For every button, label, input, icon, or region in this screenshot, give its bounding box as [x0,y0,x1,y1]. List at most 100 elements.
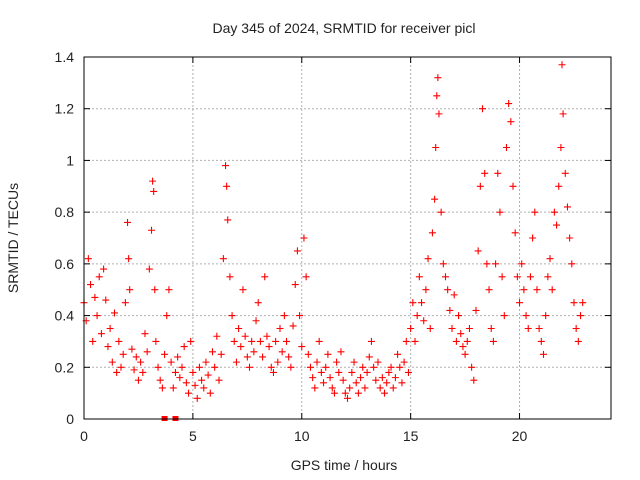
data-point [372,376,380,384]
data-point [346,384,354,392]
y-axis-label: SRMTID / TECUs [5,183,21,293]
data-point [546,255,554,263]
data-point [396,363,404,371]
data-point [143,348,151,356]
data-point [574,337,582,345]
data-point [93,312,101,320]
data-point [223,182,231,190]
data-point [439,260,447,268]
data-point [502,144,510,151]
data-point [211,363,219,371]
data-point [496,208,504,216]
data-point [117,363,125,371]
data-point [463,337,471,345]
data-point [558,61,566,69]
data-point [165,286,173,294]
data-point [311,384,319,392]
data-point [568,260,576,268]
data-point [441,273,449,281]
data-point [357,374,365,382]
data-point [492,260,500,268]
data-point [202,358,210,366]
data-point [470,376,478,384]
data-point [531,208,539,216]
data-point [448,325,456,332]
data-point [434,74,442,82]
data-point [411,337,419,345]
data-point [213,332,221,340]
data-point [500,312,508,320]
data-point [195,363,203,371]
data-point [110,309,118,317]
data-point [187,337,195,345]
data-point [341,389,349,397]
data-point [476,182,484,190]
data-point [139,368,147,376]
data-point [335,368,343,376]
data-point [437,208,445,216]
data-point [289,322,297,330]
data-point [407,325,415,332]
data-point [208,348,216,356]
y-tick-label: 1.4 [55,49,75,65]
chart-title: Day 345 of 2024, SRMTID for receiver pic… [213,20,476,36]
data-point [494,169,502,177]
data-point [563,203,571,211]
data-point [572,325,580,332]
data-point [224,216,232,224]
x-tick-label: 0 [80,428,88,444]
data-point [296,312,304,320]
data-point [169,384,177,392]
data-point [394,350,402,358]
data-point [385,368,393,376]
data-point [152,337,160,345]
data-point [198,376,206,384]
data-point [191,381,199,389]
data-point [505,100,513,108]
data-point [130,366,138,374]
data-point [272,337,280,345]
y-tick-label: 0.8 [55,204,75,220]
data-point [418,299,426,307]
data-point [182,379,190,387]
data-point [200,384,208,392]
data-point [432,144,440,151]
data-point [298,343,306,351]
data-point [559,110,567,118]
data-point [481,169,489,177]
data-point [263,332,271,340]
y-tick-label: 1.2 [55,101,75,117]
data-point [269,368,277,376]
y-tick-label: 0 [66,411,74,427]
data-point [254,299,262,307]
data-point [104,343,112,351]
data-point [280,312,288,320]
data-point [265,343,273,351]
data-point [167,358,175,366]
data-point [141,330,149,338]
data-point [472,306,480,314]
x-axis-label: GPS time / hours [291,457,398,473]
data-point [226,273,234,281]
data-point [115,337,123,345]
data-point [87,281,95,289]
y-tick-label: 0.6 [55,256,75,272]
data-point [287,363,295,371]
data-point [137,358,145,366]
data-point [337,348,345,356]
data-point [533,286,541,294]
data-point [320,379,328,387]
data-point [283,337,291,345]
data-point [148,226,156,234]
data-point [171,368,179,376]
data-point [259,353,267,361]
data-point [378,374,386,382]
data-point [278,348,286,356]
data-point [474,247,482,255]
data-point [239,286,247,294]
data-point [100,265,108,273]
data-point [561,169,569,177]
x-tick-label: 20 [512,428,528,444]
data-point [176,374,184,382]
data-point [457,330,465,338]
